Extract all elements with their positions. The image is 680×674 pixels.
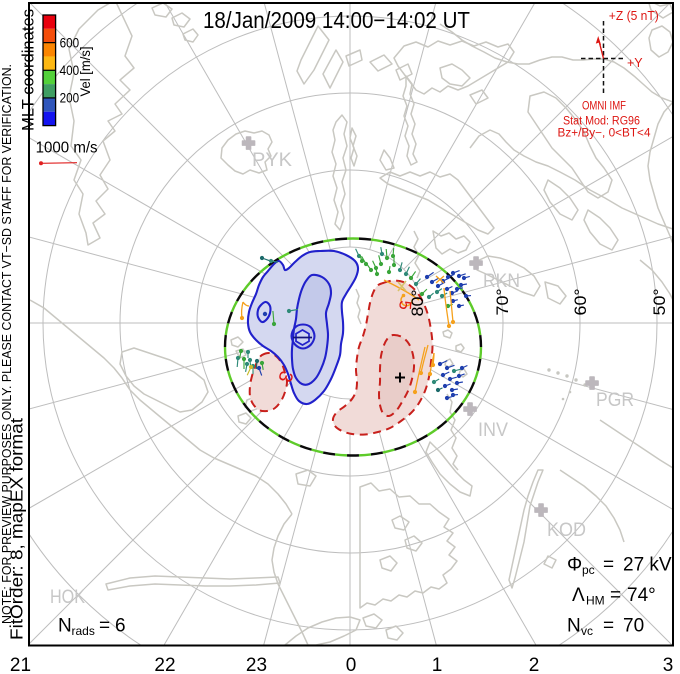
svg-text:80°: 80°	[408, 290, 427, 317]
svg-text:74°: 74°	[627, 585, 656, 606]
svg-text:+Z (5 nT): +Z (5 nT)	[609, 9, 659, 23]
svg-text:200: 200	[60, 91, 80, 106]
svg-text:PYK: PYK	[252, 150, 292, 171]
svg-text:1000 m/s: 1000 m/s	[36, 139, 98, 156]
svg-text:600: 600	[60, 35, 80, 50]
svg-text:rads: rads	[72, 624, 95, 638]
svg-text:21: 21	[10, 655, 31, 674]
svg-text:1: 1	[432, 655, 443, 674]
svg-text:70: 70	[623, 616, 644, 637]
svg-text:pc: pc	[582, 563, 595, 577]
svg-text:3: 3	[273, 369, 296, 385]
svg-text:N: N	[567, 616, 581, 637]
svg-text:23: 23	[246, 655, 267, 674]
svg-text:2: 2	[529, 655, 540, 674]
svg-text:=: =	[603, 616, 614, 637]
svg-text:=: =	[99, 616, 110, 637]
svg-text:=: =	[603, 555, 614, 576]
svg-text:5: 5	[395, 300, 415, 311]
svg-text:18/Jan/2009 14:00−14:02 UT: 18/Jan/2009 14:00−14:02 UT	[203, 7, 470, 33]
svg-text:50°: 50°	[650, 289, 669, 316]
svg-text:Stat Mod: RG96: Stat Mod: RG96	[563, 116, 640, 128]
svg-text:60°: 60°	[571, 289, 590, 316]
svg-text:NOTE: FOR PREVIEW PURPOSES ONL: NOTE: FOR PREVIEW PURPOSES ONLY. PLEASE …	[0, 64, 14, 624]
svg-text:N: N	[58, 616, 72, 637]
svg-text:6: 6	[115, 616, 126, 637]
svg-text:FitOrder: 8, mapEX format: FitOrder: 8, mapEX format	[7, 418, 27, 640]
svg-text:3: 3	[663, 655, 674, 674]
svg-text:Λ: Λ	[572, 585, 585, 606]
svg-text:OMNI IMF: OMNI IMF	[582, 101, 626, 113]
svg-text:RKN: RKN	[483, 271, 520, 292]
svg-text:vc: vc	[581, 624, 593, 638]
svg-text:HOK: HOK	[50, 587, 85, 608]
svg-text:0: 0	[346, 655, 357, 674]
svg-text:Φ: Φ	[567, 555, 582, 576]
svg-text:400: 400	[60, 63, 80, 78]
svg-text:+Y: +Y	[627, 56, 643, 70]
svg-text:70°: 70°	[493, 289, 512, 316]
svg-text:INV: INV	[478, 420, 508, 441]
svg-text:Vel [m/s]: Vel [m/s]	[77, 47, 93, 97]
svg-text:KOD: KOD	[547, 520, 586, 541]
svg-text:22: 22	[154, 655, 175, 674]
svg-text:=: =	[610, 585, 621, 606]
svg-text:27 kV: 27 kV	[623, 555, 672, 576]
svg-text:PGR: PGR	[596, 390, 634, 411]
svg-text:HM: HM	[586, 594, 605, 608]
svg-text:Bz+/By−, 0<BT<4: Bz+/By−, 0<BT<4	[558, 128, 652, 140]
